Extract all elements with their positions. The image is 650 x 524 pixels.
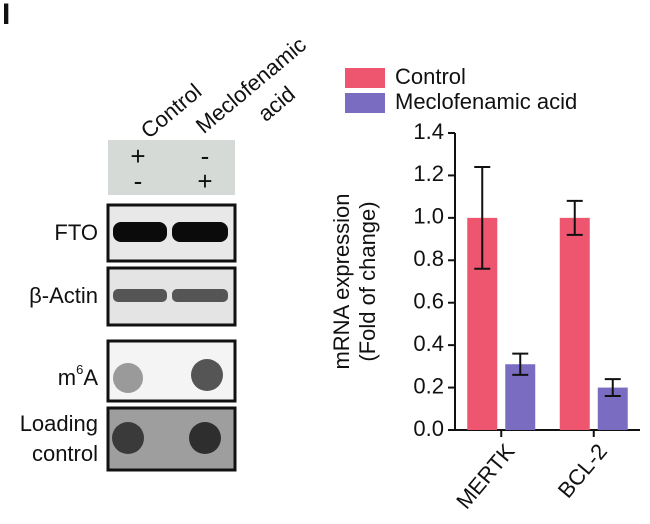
sign: + (197, 166, 212, 196)
column-label: Meclofenamic (191, 32, 311, 138)
row-label: m6A (58, 362, 99, 389)
dot (189, 422, 221, 454)
y-tick-label: 0.8 (413, 246, 444, 271)
y-tick-label: 0.0 (413, 416, 444, 441)
error-bar (512, 352, 529, 376)
band (172, 222, 228, 242)
band (113, 222, 167, 242)
y-tick-label: 1.4 (413, 119, 444, 144)
y-axis-label: (Fold of change) (355, 201, 380, 361)
y-axis-label: mRNA expression (329, 193, 354, 369)
label-part: A (83, 365, 98, 390)
sign: + (130, 141, 145, 171)
panel-label: I (2, 0, 10, 31)
error-bar (566, 199, 583, 236)
dot (113, 363, 143, 393)
x-tick-label: BCL-2 (553, 439, 612, 503)
band (113, 289, 167, 302)
y-tick-label: 0.4 (413, 331, 444, 356)
legend-label: Control (395, 64, 466, 89)
y-tick-label: 1.2 (413, 161, 444, 186)
row-label: control (32, 441, 98, 466)
label-part: m (58, 365, 76, 390)
treatment-box (108, 140, 235, 195)
dot (112, 422, 144, 454)
band (172, 289, 228, 302)
y-tick-label: 0.6 (413, 289, 444, 314)
dot (191, 359, 223, 391)
legend-label: Meclofenamic acid (395, 89, 577, 114)
column-label: Control (136, 79, 206, 144)
chart: 0.0 0.2 0.4 0.6 0.8 1.0 1.2 1.4 mRNA expression(… (329, 64, 640, 514)
error-bar (474, 165, 491, 270)
legend-swatch (345, 93, 385, 113)
y-tick-label: 0.2 (413, 373, 444, 398)
row-label: FTO (54, 220, 98, 245)
x-tick-label: MERTK (451, 439, 520, 514)
error-bar (604, 378, 621, 398)
y-tick-label: 1.0 (413, 204, 444, 229)
legend-swatch (345, 68, 385, 88)
row-label: β-Actin (29, 283, 98, 308)
row-label: Loading (20, 411, 98, 436)
sign: - (134, 166, 143, 196)
bar (559, 217, 590, 430)
sign: - (201, 141, 210, 171)
label-sup: 6 (76, 362, 83, 377)
